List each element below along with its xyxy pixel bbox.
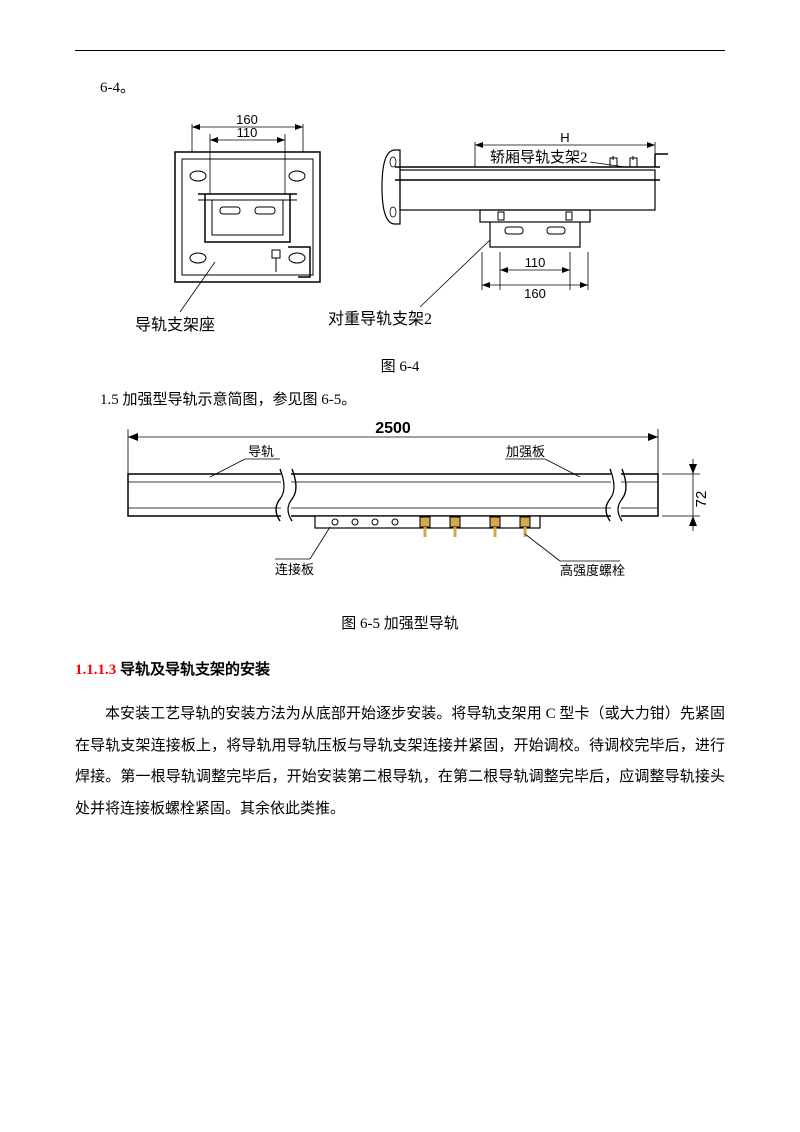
figure-6-4-caption: 图 6-4 bbox=[75, 355, 725, 376]
dim-2500: 2500 bbox=[375, 420, 411, 437]
main-paragraph: 本安装工艺导轨的安装方法为从底部开始逐步安装。将导轨支架用 C 型卡（或大力钳）… bbox=[75, 699, 725, 825]
dim-160-right: 160 bbox=[524, 286, 546, 301]
label-connect-plate: 连接板 bbox=[275, 562, 314, 577]
label-reinforce-plate: 加强板 bbox=[506, 444, 545, 459]
dim-110-right: 110 bbox=[525, 255, 546, 270]
label-guide-rail: 导轨 bbox=[248, 444, 274, 459]
dim-72: 72 bbox=[693, 491, 710, 508]
label-car-bracket: 轿厢导轨支架2 bbox=[490, 149, 588, 166]
label-bolt: 高强度螺栓 bbox=[560, 563, 625, 578]
section-title: 导轨及导轨支架的安装 bbox=[120, 662, 270, 678]
figure-6-5-caption: 图 6-5 加强型导轨 bbox=[75, 612, 725, 633]
dim-110-left: 110 bbox=[237, 125, 258, 140]
horizontal-rule bbox=[75, 50, 725, 51]
label-counterweight-bracket: 对重导轨支架2 bbox=[328, 310, 432, 328]
section-heading: 1.1.1.3 导轨及导轨支架的安装 bbox=[75, 658, 725, 679]
reference-line: 6-4。 bbox=[100, 76, 725, 97]
line-1-5: 1.5 加强型导轨示意简图，参见图 6-5。 bbox=[100, 388, 725, 409]
figure-6-5: 2500 72 bbox=[75, 419, 725, 604]
section-number: 1.1.1.3 bbox=[75, 662, 116, 678]
figure-6-4: 160 110 导轨支架座 bbox=[75, 112, 725, 347]
label-guide-bracket-seat: 导轨支架座 bbox=[135, 316, 215, 334]
dim-H: H bbox=[560, 130, 569, 145]
